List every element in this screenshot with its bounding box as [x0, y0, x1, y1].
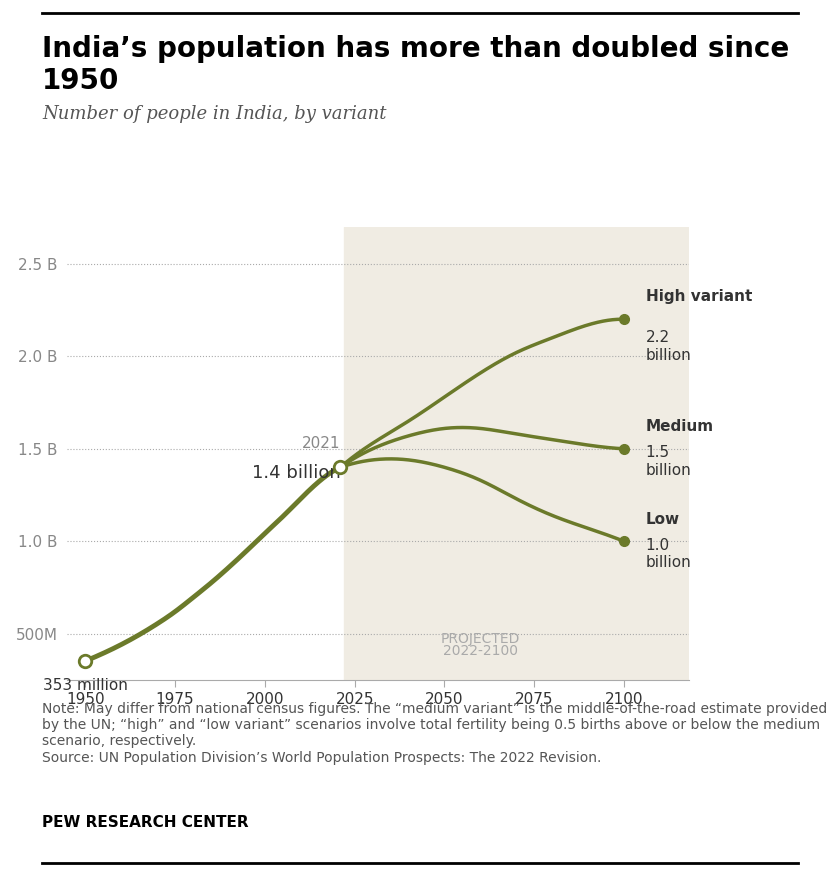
Text: 1.5
billion: 1.5 billion [646, 445, 691, 478]
Text: Note: May differ from national census figures. The “medium variant” is the middl: Note: May differ from national census fi… [42, 702, 827, 765]
Text: 1.0
billion: 1.0 billion [646, 538, 691, 570]
Bar [344, 227, 689, 680]
Text: PROJECTED: PROJECTED [441, 632, 520, 646]
Text: 2.2
billion: 2.2 billion [646, 330, 691, 363]
Text: Medium: Medium [646, 419, 714, 434]
Text: Number of people in India, by variant: Number of people in India, by variant [42, 105, 386, 123]
Text: 1.4 billion: 1.4 billion [251, 464, 340, 481]
Text: India’s population has more than doubled since 1950: India’s population has more than doubled… [42, 35, 790, 95]
Text: 353 million: 353 million [43, 678, 128, 692]
Text: Low: Low [646, 512, 680, 527]
Text: 2021: 2021 [302, 436, 340, 451]
Text: 2022-2100: 2022-2100 [443, 644, 518, 657]
Text: PEW RESEARCH CENTER: PEW RESEARCH CENTER [42, 815, 249, 830]
Text: High variant: High variant [646, 290, 752, 304]
